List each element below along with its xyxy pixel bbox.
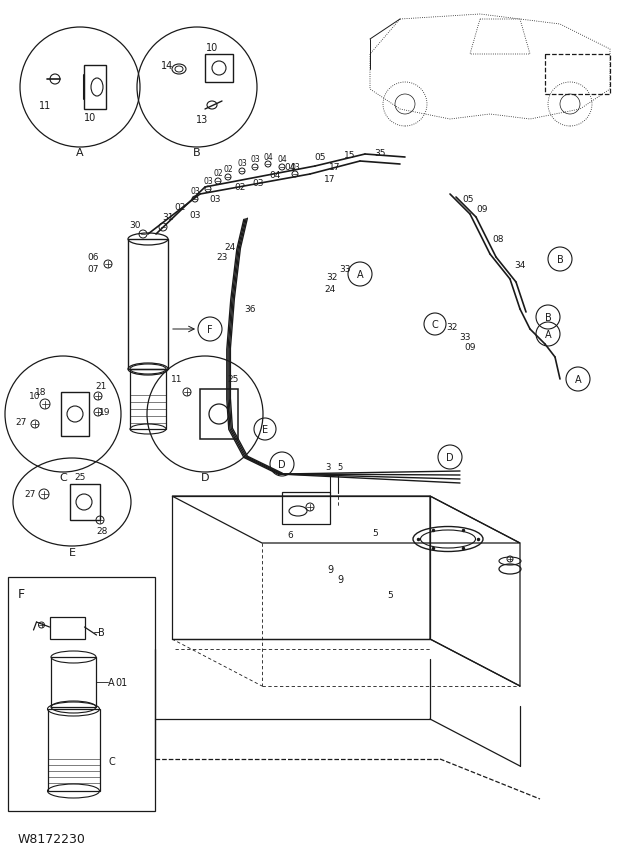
- Text: 3: 3: [326, 463, 330, 472]
- Text: 25: 25: [228, 375, 239, 384]
- Text: 9: 9: [337, 574, 343, 584]
- Text: C: C: [432, 320, 438, 329]
- Bar: [128, 240, 168, 369]
- Text: 09: 09: [476, 206, 488, 214]
- Text: 04: 04: [285, 163, 296, 172]
- Text: 32: 32: [326, 273, 338, 282]
- Text: 17: 17: [324, 176, 336, 184]
- Bar: [70, 485, 100, 520]
- Text: 33: 33: [339, 265, 351, 274]
- Bar: [50, 618, 84, 639]
- Text: 5: 5: [387, 589, 393, 599]
- Text: 36: 36: [244, 305, 256, 314]
- Text: 27: 27: [16, 418, 27, 427]
- Text: 32: 32: [446, 323, 458, 332]
- Text: 27: 27: [24, 490, 36, 499]
- Text: 13: 13: [196, 115, 208, 125]
- Text: 6: 6: [287, 530, 293, 539]
- Text: 10: 10: [29, 392, 41, 401]
- Bar: [48, 709, 99, 791]
- Text: 01: 01: [115, 677, 127, 688]
- Text: 35: 35: [374, 148, 386, 157]
- Text: F: F: [18, 588, 25, 601]
- Bar: [205, 55, 233, 83]
- Text: C: C: [108, 756, 115, 766]
- Text: A: A: [545, 329, 551, 339]
- Text: 24: 24: [324, 285, 335, 294]
- Text: A: A: [356, 270, 363, 280]
- Text: 05: 05: [463, 195, 474, 204]
- Text: 34: 34: [515, 260, 526, 270]
- Text: B: B: [98, 627, 105, 637]
- Text: 28: 28: [96, 526, 108, 535]
- Text: 08: 08: [492, 235, 504, 244]
- Text: B: B: [544, 313, 551, 322]
- Bar: [84, 66, 106, 110]
- Text: 19: 19: [99, 408, 111, 417]
- Text: 06: 06: [87, 252, 99, 261]
- Text: 02: 02: [174, 202, 185, 212]
- Text: 25: 25: [74, 473, 86, 482]
- Text: 03: 03: [290, 162, 300, 171]
- Bar: [130, 369, 166, 430]
- Text: 15: 15: [344, 150, 356, 160]
- Text: 04: 04: [277, 155, 287, 165]
- Text: 02: 02: [234, 183, 246, 191]
- Text: 23: 23: [216, 253, 228, 262]
- Text: 11: 11: [171, 375, 183, 384]
- Bar: [282, 492, 330, 525]
- Text: 11: 11: [39, 101, 51, 111]
- Text: W8172230: W8172230: [18, 833, 86, 845]
- Text: 18: 18: [35, 388, 46, 397]
- Text: B: B: [193, 148, 201, 158]
- Text: 5: 5: [337, 463, 343, 472]
- Text: 9: 9: [327, 565, 333, 574]
- Text: E: E: [262, 425, 268, 434]
- Text: 03: 03: [189, 210, 201, 219]
- Text: 02: 02: [213, 169, 223, 178]
- Text: 03: 03: [203, 177, 213, 186]
- Text: 04: 04: [269, 171, 281, 179]
- Text: 21: 21: [95, 382, 107, 391]
- Text: 02: 02: [223, 165, 233, 174]
- Text: F: F: [207, 325, 213, 334]
- Text: E: E: [68, 548, 76, 557]
- Text: 05: 05: [314, 154, 326, 162]
- Text: B: B: [557, 255, 564, 264]
- Text: 03: 03: [252, 178, 264, 188]
- Text: A: A: [108, 677, 114, 688]
- Text: 03: 03: [237, 160, 247, 168]
- Text: 31: 31: [162, 213, 174, 223]
- Bar: [200, 390, 238, 439]
- Text: 5: 5: [372, 528, 378, 537]
- Text: A: A: [575, 374, 582, 385]
- Text: 14: 14: [161, 61, 173, 71]
- Text: 10: 10: [206, 43, 218, 53]
- Text: D: D: [201, 473, 210, 483]
- Bar: [61, 392, 89, 437]
- Text: 30: 30: [129, 220, 141, 229]
- Text: 10: 10: [84, 113, 96, 123]
- Text: 03: 03: [210, 195, 221, 204]
- Text: D: D: [278, 460, 286, 469]
- Text: 09: 09: [464, 343, 476, 352]
- Bar: [8, 577, 155, 811]
- Text: 33: 33: [459, 332, 471, 341]
- Text: 17: 17: [329, 163, 341, 172]
- Text: 07: 07: [87, 265, 99, 274]
- Text: D: D: [446, 452, 454, 462]
- Text: A: A: [76, 148, 84, 158]
- Text: C: C: [59, 473, 67, 483]
- Text: 04: 04: [263, 153, 273, 161]
- Text: 03: 03: [250, 155, 260, 165]
- Bar: [51, 657, 96, 707]
- Text: 24: 24: [224, 243, 236, 252]
- Text: 03: 03: [190, 188, 200, 196]
